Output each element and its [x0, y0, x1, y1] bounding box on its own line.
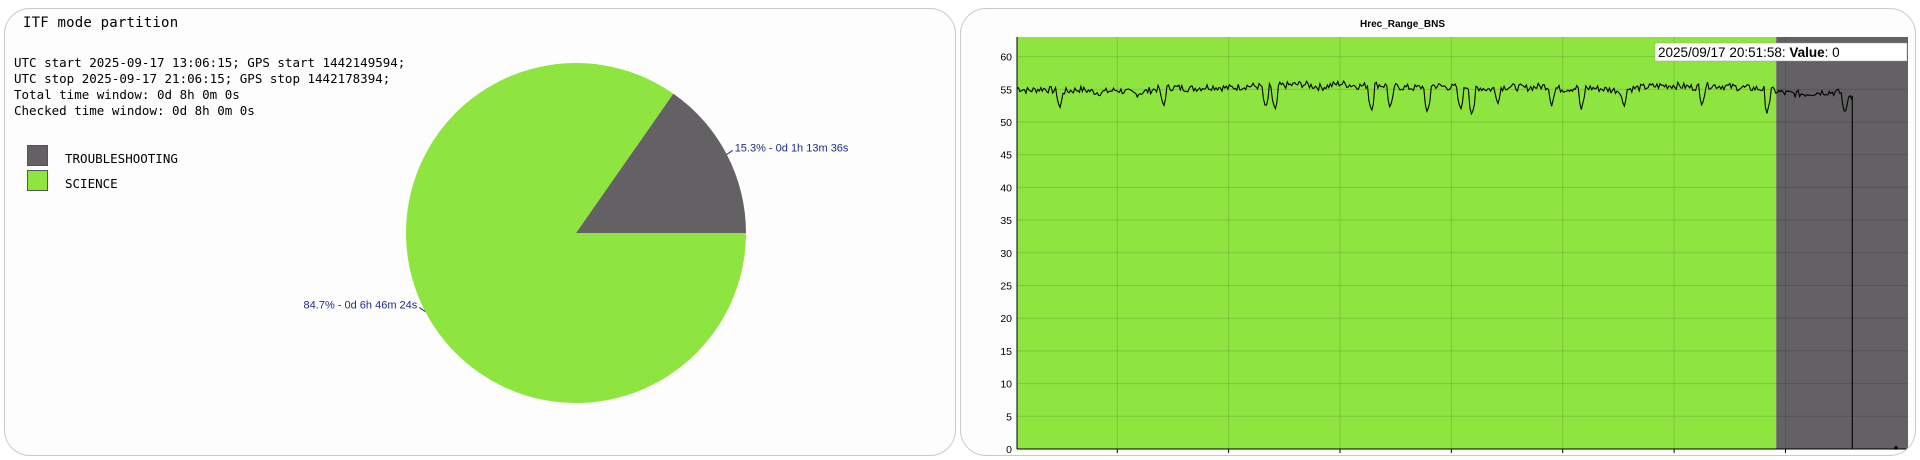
info-utc-start: UTC start 2025-09-17 13:06:15; GPS start…: [14, 55, 406, 70]
y-tick-label: 50: [1000, 117, 1012, 129]
info-checked-window: Checked time window: 0d 8h 0m 0s: [14, 103, 255, 118]
x-tick-label: 15:00: [1215, 455, 1241, 456]
pie-slice-science: [406, 63, 746, 404]
legend-swatch-science: [27, 170, 48, 191]
legend-label-science: SCIENCE: [65, 176, 118, 191]
y-tick-label: 55: [1000, 84, 1012, 96]
range-line-chart: Hrec_Range_BNS 0 5 10 15 20 25 30 35 40 45 50 55 60 14…: [1000, 19, 1908, 456]
y-tick-label: 60: [1000, 52, 1012, 64]
range-chart-panel: Hrec_Range_BNS 0 5 10 15 20 25 30 35 40 45 50 55 60 14…: [960, 8, 1916, 456]
y-tick-label: 20: [1000, 313, 1012, 325]
band-science: [1017, 37, 1777, 449]
y-tick-label: 10: [1000, 379, 1012, 391]
y-tick-label: 35: [1000, 215, 1012, 227]
info-utc-stop: UTC stop 2025-09-17 21:06:15; GPS stop 1…: [14, 71, 391, 86]
pie-title: ITF mode partition: [23, 15, 179, 31]
pie-chart: 15.3% - 0d 1h 13m 36s 84.7% - 0d 6h 46m 2…: [304, 63, 849, 404]
x-tick-label: 20:00: [1772, 455, 1798, 456]
y-tick-label: 15: [1000, 346, 1012, 358]
x-tick-label: 18:00: [1550, 455, 1576, 456]
pie-slice-label-science: 84.7% - 0d 6h 46m 24s: [304, 300, 418, 312]
series-line: [1016, 79, 1908, 450]
x-tick-label: 16:00: [1327, 455, 1353, 456]
x-tick-label: 19:00: [1661, 455, 1687, 456]
y-tick-label: 30: [1000, 248, 1012, 260]
mode-partition-panel: ITF mode partition UTC start 2025-09-17 …: [4, 8, 956, 456]
tooltip-box: [1654, 42, 1908, 62]
line-chart-title: Hrec_Range_BNS: [1360, 19, 1445, 30]
legend-label-troubleshooting: TROUBLESHOOTING: [65, 151, 178, 166]
pie-slice-label-troubleshooting: 15.3% - 0d 1h 13m 36s: [735, 142, 849, 154]
pie-label-connector: [419, 307, 426, 313]
y-tick-label: 0: [1006, 444, 1012, 456]
x-tick-label: 14:00: [1104, 455, 1130, 456]
pie-label-connector: [726, 149, 733, 155]
tooltip-text: 2025/09/17 20:51:58: Value: 0: [1658, 45, 1840, 60]
y-tick-label: 25: [1000, 281, 1012, 293]
x-tick-label: 17:00: [1438, 455, 1464, 456]
pie-slice-troubleshooting: [576, 93, 746, 233]
y-tick-label: 45: [1000, 150, 1012, 162]
y-tick-label: 5: [1006, 411, 1012, 423]
band-troubleshooting: [1776, 37, 1908, 449]
info-total-window: Total time window: 0d 8h 0m 0s: [14, 87, 240, 102]
legend-swatch-troubleshooting: [27, 145, 48, 166]
value-tooltip: 2025/09/17 20:51:58: Value: 0: [1654, 42, 1908, 62]
series-point-marker: [1894, 446, 1898, 450]
y-tick-label: 40: [1000, 182, 1012, 194]
